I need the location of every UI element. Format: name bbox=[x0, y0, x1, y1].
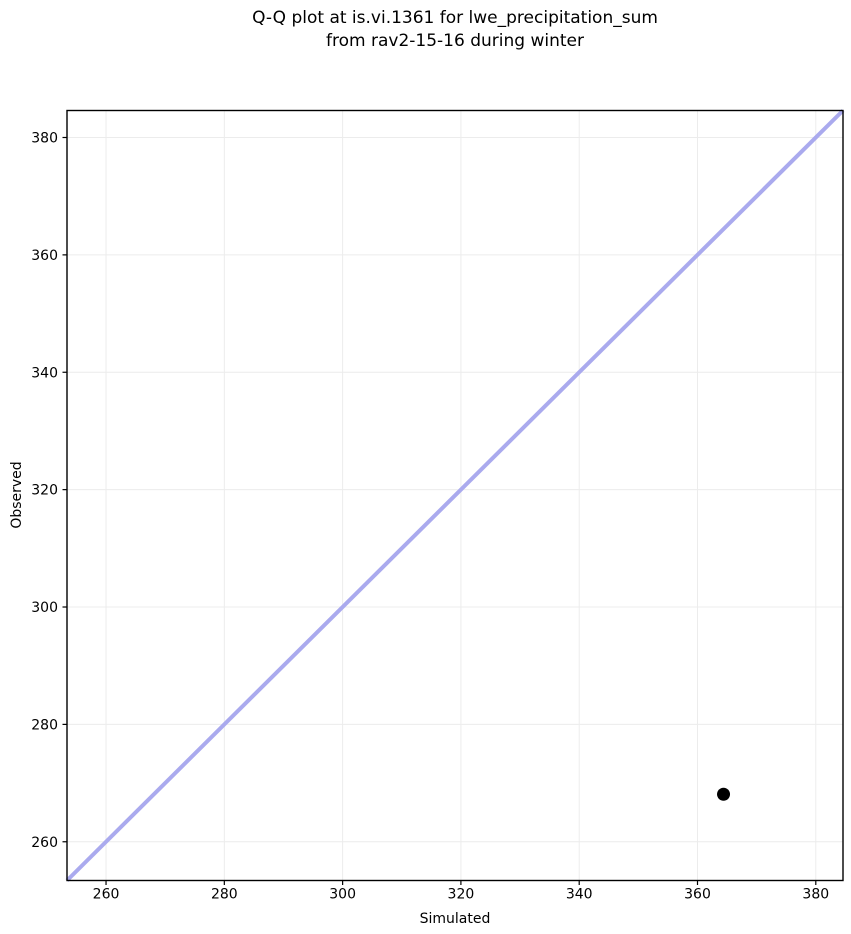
x-tick-label: 260 bbox=[93, 887, 120, 903]
y-tick-label: 340 bbox=[31, 365, 58, 381]
x-axis-label: Simulated bbox=[419, 911, 491, 927]
identity-line bbox=[65, 109, 845, 882]
y-tick-label: 300 bbox=[31, 600, 58, 616]
x-tick-label: 360 bbox=[684, 887, 711, 903]
plot-border bbox=[66, 109, 844, 882]
x-tick-label: 300 bbox=[329, 887, 356, 903]
x-tick-label: 320 bbox=[448, 887, 475, 903]
y-axis-label: Observed bbox=[9, 461, 25, 529]
chart-title-line2: from rav2-15-16 during winter bbox=[326, 31, 584, 51]
x-tick-label: 340 bbox=[566, 887, 593, 903]
y-tick-label: 280 bbox=[31, 717, 58, 733]
chart-title: Q-Q plot at is.vi.1361 for lwe_precipita… bbox=[67, 7, 843, 53]
y-tick-label: 380 bbox=[31, 130, 58, 146]
x-tick-label: 380 bbox=[802, 887, 829, 903]
y-tick-label: 320 bbox=[31, 483, 58, 499]
data-point bbox=[717, 787, 731, 801]
x-tick-label: 280 bbox=[211, 887, 238, 903]
y-tick-label: 360 bbox=[31, 248, 58, 264]
chart-title-line1: Q-Q plot at is.vi.1361 for lwe_precipita… bbox=[252, 8, 658, 28]
y-tick-label: 260 bbox=[31, 835, 58, 851]
